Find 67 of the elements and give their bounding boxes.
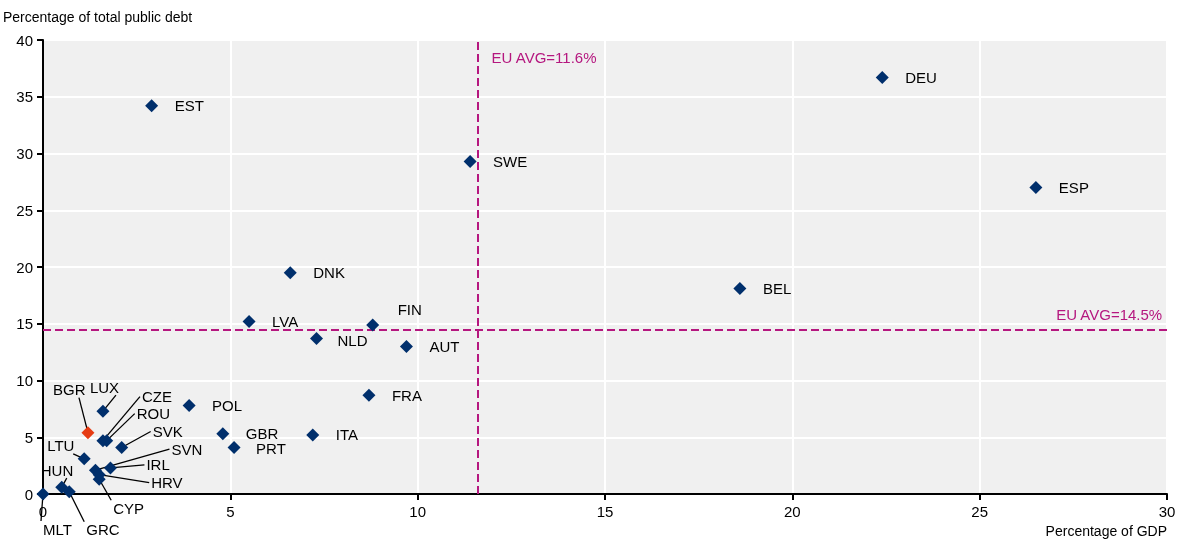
y-tick-label: 10 [16, 372, 33, 389]
annotation: DNK [313, 264, 345, 282]
annotation: IRL [146, 456, 170, 474]
annotation: ITA [335, 426, 358, 444]
annotation: CYP [113, 499, 145, 517]
annotation: FIN [397, 301, 422, 319]
y-tick-label: 15 [16, 315, 33, 333]
point [77, 452, 91, 466]
x-tick-label: 30 [1158, 503, 1176, 520]
y-tick-label: 25 [16, 201, 33, 219]
point [145, 99, 159, 113]
point [96, 404, 110, 418]
annotation: SWE [493, 152, 528, 170]
annotation: SVN [171, 440, 203, 458]
point [227, 440, 241, 454]
x-tick-label: 5 [226, 503, 235, 520]
annotation: SVK [152, 422, 183, 440]
point [463, 154, 477, 168]
y-tick-label: 0 [24, 485, 33, 503]
annotation: LVA [272, 312, 299, 330]
x-tick-label: 20 [783, 503, 801, 520]
annotation: NLD [337, 332, 368, 350]
point [81, 426, 95, 440]
annotation: LTU [47, 437, 75, 455]
annotation: ROU [136, 405, 171, 423]
annotation: POL [212, 396, 243, 414]
y-tick-label: 30 [16, 145, 33, 162]
y-axis-title: Percentage of total public debt [3, 9, 193, 25]
point [399, 339, 413, 353]
y-tick-label: 5 [24, 428, 33, 446]
annotation: LUX [89, 378, 120, 396]
annotation: CZE [141, 388, 172, 406]
x-axis-title: Percentage of GDP [1045, 523, 1167, 539]
point [1029, 181, 1043, 195]
annotation: GRC [86, 521, 120, 539]
point [182, 398, 196, 412]
y-tick-label: 40 [16, 31, 33, 49]
annotation: BGR [52, 381, 86, 399]
ref-line-label: EU AVG=14.5% [1056, 306, 1163, 324]
annotation: AUT [429, 337, 460, 355]
annotation: FRA [391, 386, 422, 404]
x-tick-label: 15 [596, 503, 614, 520]
annotation: DEU [905, 68, 937, 86]
annotation: ESP [1058, 179, 1089, 197]
point [875, 70, 889, 84]
point [306, 428, 320, 442]
point [62, 485, 76, 499]
annotation: MLT [43, 520, 72, 538]
point [362, 388, 376, 402]
point [733, 282, 747, 296]
point [366, 318, 380, 332]
point [283, 266, 297, 280]
point [55, 480, 69, 494]
point [310, 332, 324, 346]
x-tick-label: 10 [409, 503, 427, 520]
annotation: BEL [762, 280, 792, 298]
point [216, 427, 230, 441]
annotation: HRV [151, 474, 183, 492]
y-tick-label: 20 [16, 258, 33, 276]
ref-line-label: EU AVG=11.6% [491, 49, 597, 66]
point [36, 487, 50, 501]
x-tick-label: 25 [971, 503, 989, 520]
point [242, 314, 256, 328]
point [115, 440, 129, 454]
point [103, 461, 117, 475]
y-tick-label: 35 [16, 88, 33, 106]
annotation: EST [174, 97, 204, 115]
